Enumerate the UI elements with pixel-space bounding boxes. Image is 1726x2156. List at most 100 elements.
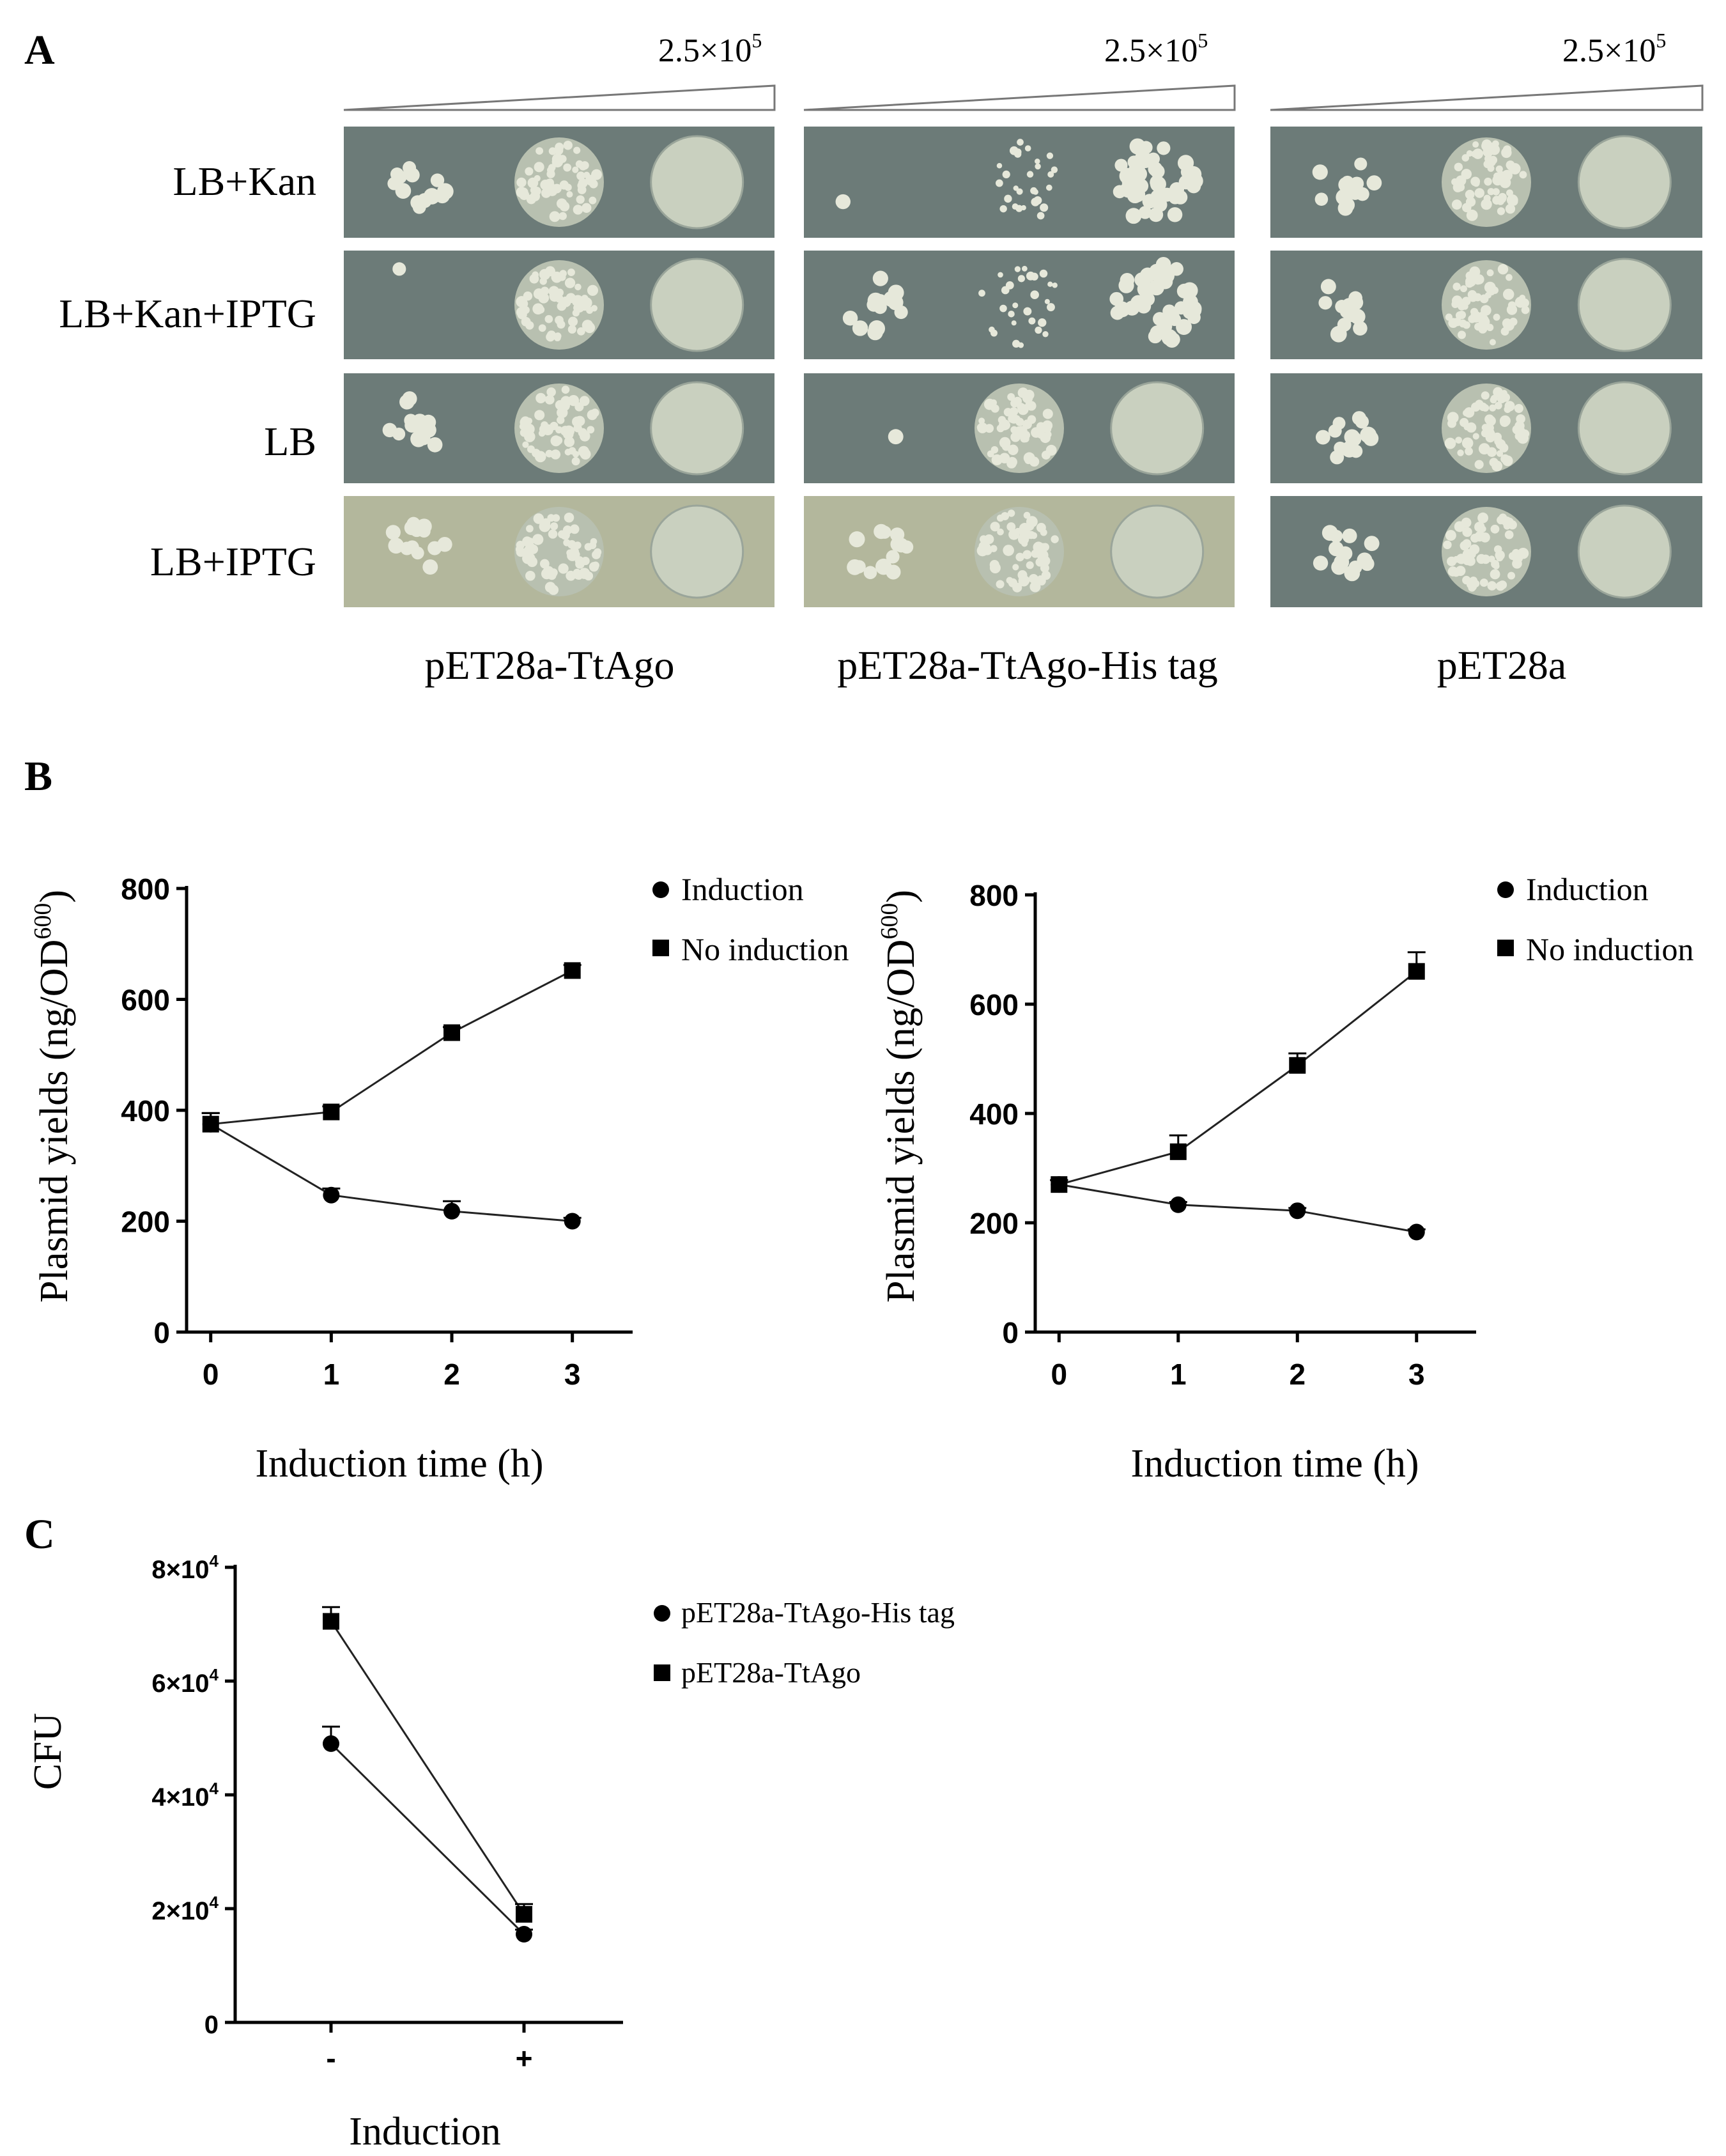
colony (564, 437, 575, 447)
colony (572, 295, 583, 306)
data-point-circle (516, 1926, 532, 1943)
legend-circle-marker (652, 881, 669, 898)
colony (1044, 299, 1050, 304)
colony (1447, 566, 1458, 577)
colony (539, 559, 550, 569)
x-tick-label: 3 (1408, 1358, 1425, 1391)
colony (1011, 320, 1017, 326)
colony (1479, 402, 1488, 412)
colony (544, 314, 553, 323)
colony (1138, 206, 1152, 219)
data-point-circle (564, 1213, 581, 1230)
colony (1443, 540, 1452, 550)
colony (546, 330, 557, 340)
colony (852, 320, 868, 336)
colony (592, 561, 599, 570)
colony (1025, 401, 1035, 410)
colony (584, 543, 592, 551)
colony (1462, 539, 1472, 548)
colony (1031, 198, 1040, 206)
y-tick-label: 0 (153, 1316, 170, 1349)
colony (393, 170, 407, 184)
colony (1484, 155, 1493, 163)
legend-square-marker (652, 940, 669, 956)
colony (583, 571, 594, 581)
colony (1484, 414, 1495, 424)
colony (1481, 554, 1491, 564)
colony (1045, 444, 1057, 456)
colony (1352, 411, 1367, 426)
colony (1039, 269, 1048, 278)
colony (1486, 323, 1494, 332)
colony (1472, 141, 1479, 148)
colony (1465, 189, 1475, 199)
y-tick-label: 400 (969, 1097, 1019, 1131)
colony (411, 547, 424, 560)
colony (539, 277, 547, 285)
colony (1033, 189, 1038, 195)
colony-lawn (1110, 381, 1205, 476)
colony (562, 525, 573, 535)
colony (1038, 318, 1047, 327)
colony (563, 539, 571, 547)
row-label-lb-kan-iptg: LB+Kan+IPTG (59, 291, 316, 336)
colony (1468, 314, 1477, 323)
colony (587, 284, 599, 296)
series-line-square (1058, 970, 1417, 1186)
colony (1314, 192, 1329, 206)
colony (564, 512, 574, 523)
colony (1492, 188, 1500, 196)
colony (560, 396, 572, 407)
colony (1509, 163, 1521, 174)
colony (587, 176, 595, 184)
colony (576, 327, 585, 336)
colony (1519, 171, 1527, 179)
colony (888, 429, 904, 445)
y-tick-label: 200 (121, 1206, 170, 1239)
colony (1344, 565, 1360, 582)
colony (1504, 405, 1511, 414)
colony (1013, 396, 1022, 406)
colony (516, 547, 526, 557)
colony (546, 387, 556, 397)
colony (1364, 536, 1380, 552)
colony (571, 457, 580, 466)
data-point-circle (323, 1735, 339, 1752)
data-point-square (323, 1613, 339, 1630)
colony (388, 538, 405, 554)
colony (1445, 530, 1456, 541)
colony (559, 270, 567, 277)
chart-b-right-legend: Induction No induction (1497, 871, 1693, 967)
colony (1498, 192, 1507, 202)
colony (1329, 541, 1344, 557)
data-point-square (1051, 1176, 1068, 1193)
legend-square-marker (1497, 940, 1514, 956)
colony (562, 428, 574, 440)
colony (1186, 178, 1201, 194)
colony (428, 541, 442, 555)
column-label-ttago-his: pET28a-TtAgo-His tag (837, 642, 1217, 688)
panel-a-label: A (24, 27, 55, 74)
colony (1332, 417, 1346, 430)
colony (875, 558, 892, 575)
colony (1489, 339, 1496, 346)
colony (534, 174, 541, 182)
colony (990, 404, 999, 413)
tick-mantissa: 8×10 (151, 1556, 209, 1584)
colony (1467, 580, 1475, 589)
colony (525, 570, 536, 581)
colony (1173, 190, 1188, 205)
colony (1114, 159, 1128, 172)
colony (1510, 198, 1518, 206)
colony (1026, 171, 1034, 178)
data-point-square (1408, 963, 1425, 980)
colony (583, 171, 590, 178)
colony (563, 141, 573, 150)
colony (1454, 162, 1463, 172)
colony (1026, 561, 1034, 570)
colony (536, 392, 546, 403)
colony (1483, 194, 1491, 202)
colony (548, 147, 557, 155)
colony (587, 426, 595, 434)
chart-b-right-xlabel: Induction time (h) (1130, 1442, 1419, 1485)
